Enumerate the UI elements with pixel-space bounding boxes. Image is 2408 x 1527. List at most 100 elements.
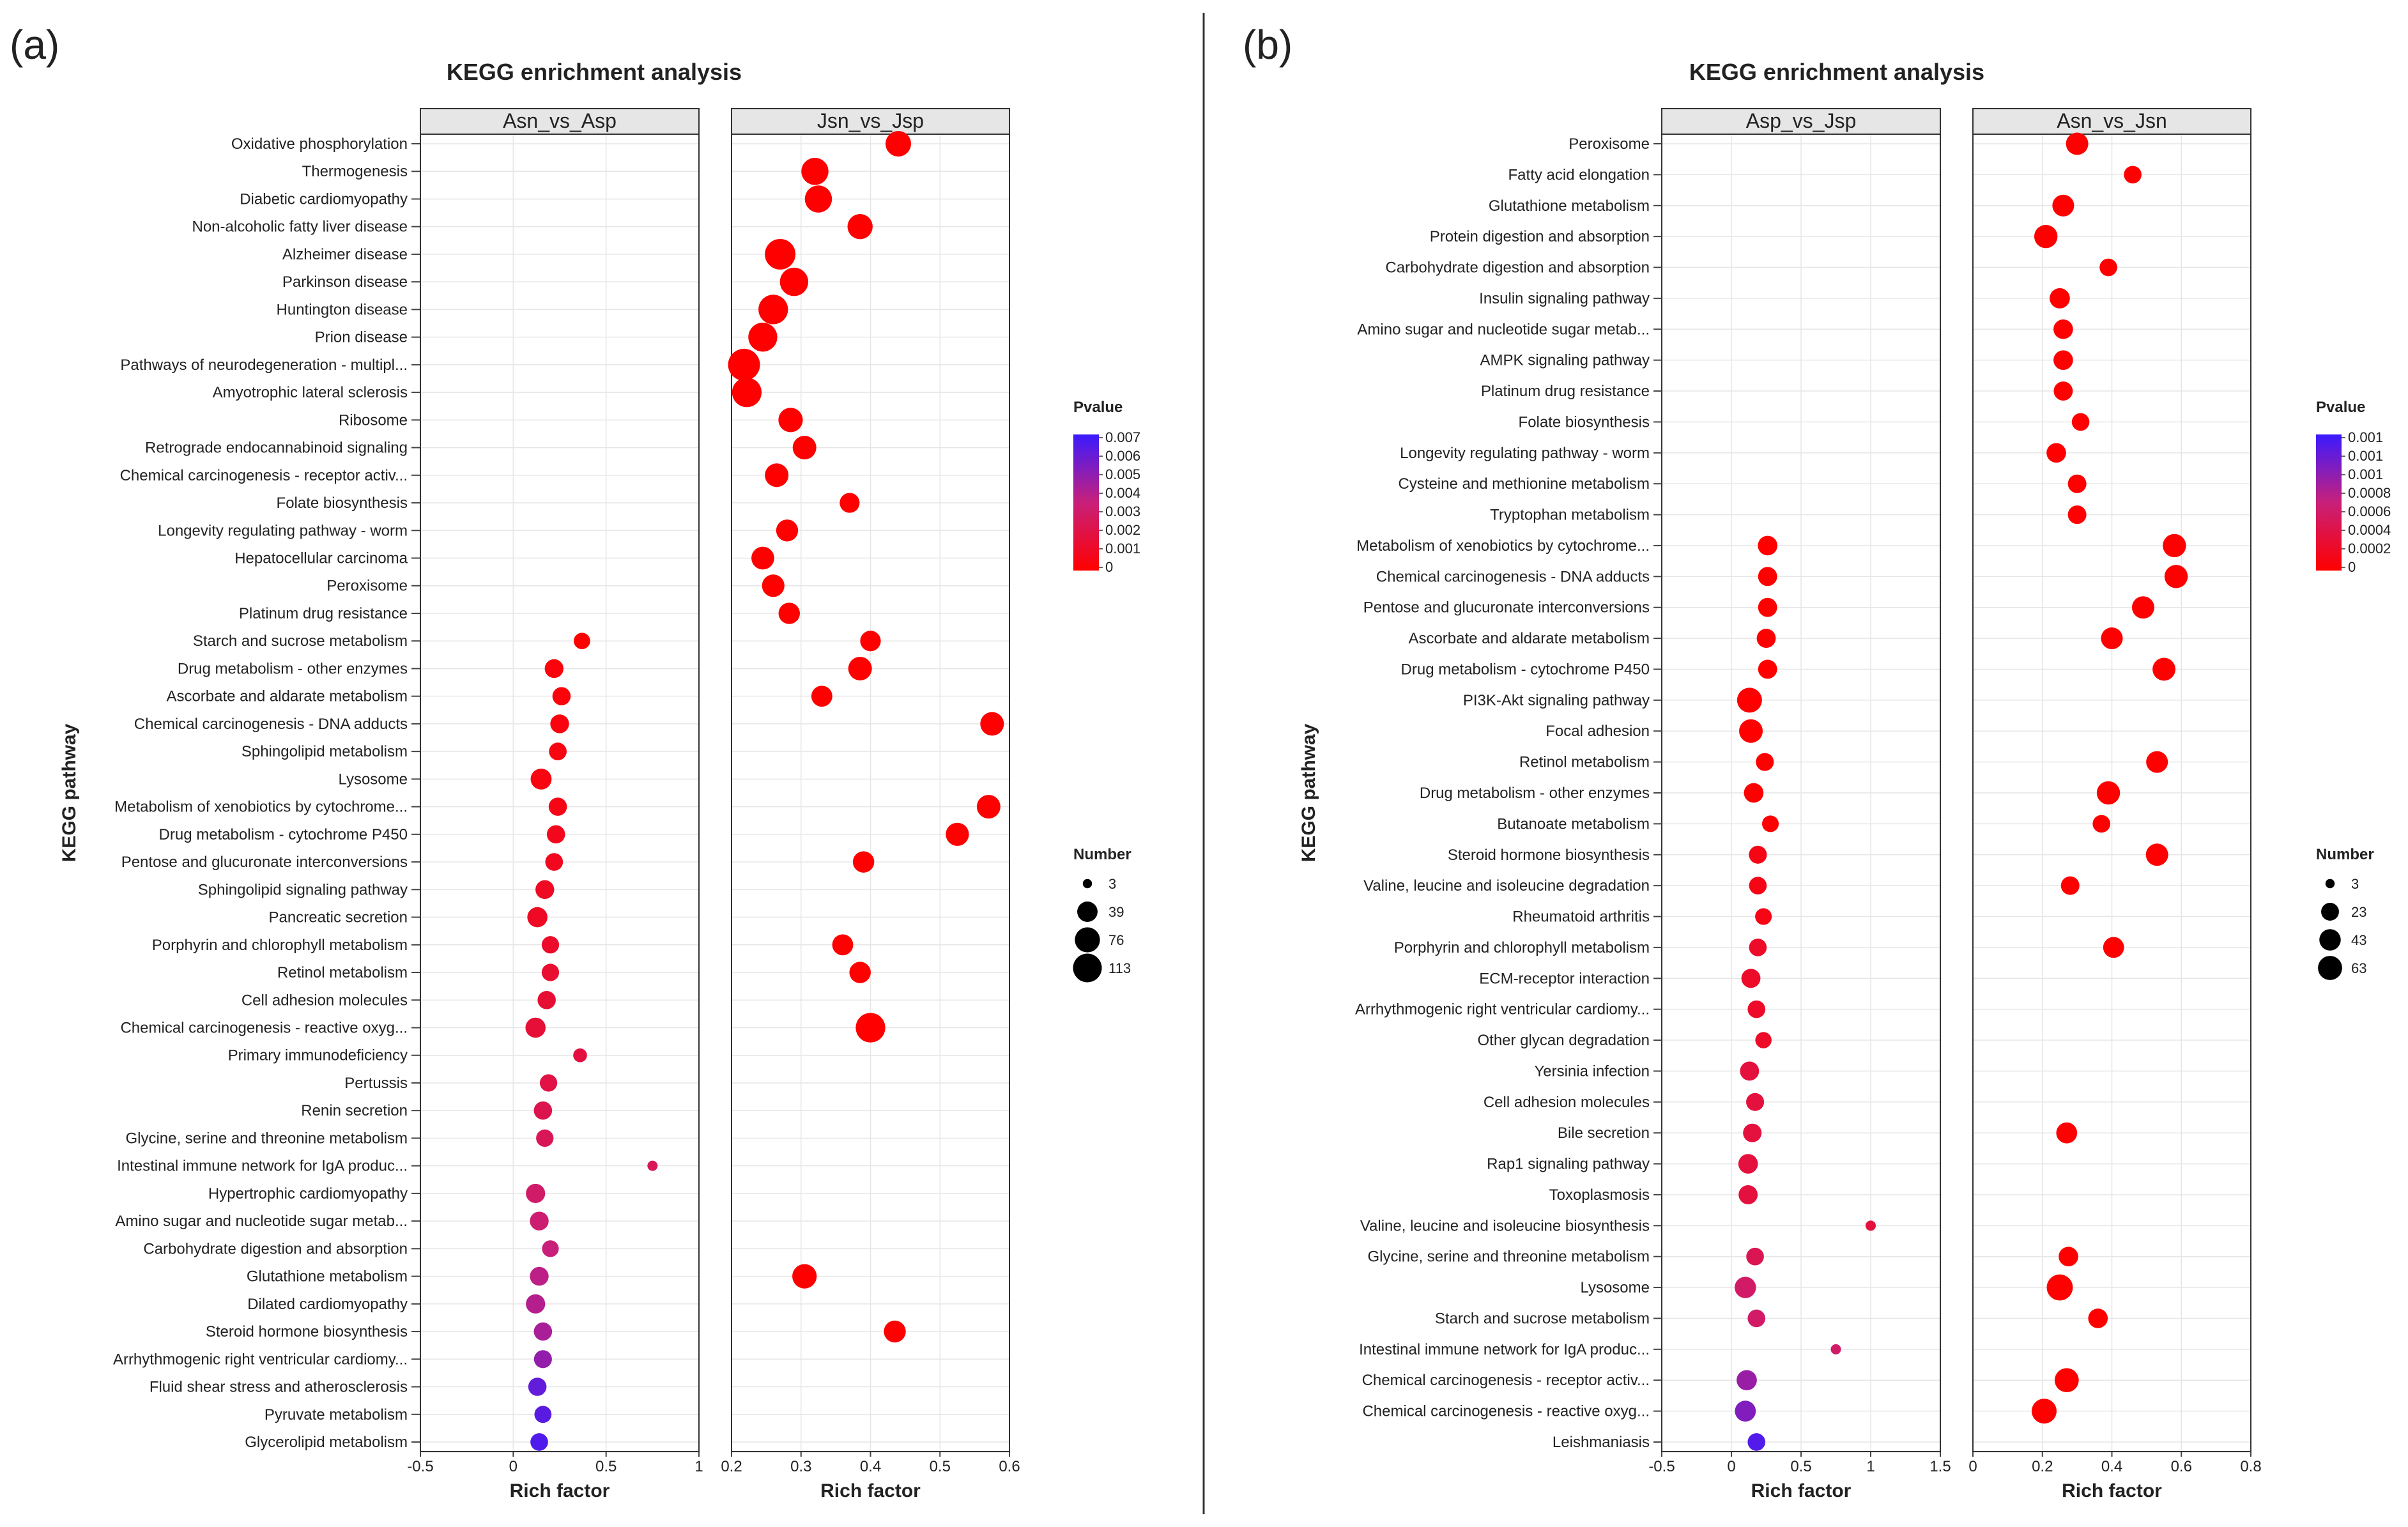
data-point	[2092, 815, 2111, 833]
pathway-label: Porphyrin and chlorophyll metabolism	[1394, 939, 1650, 956]
x-tick-label: 1	[1866, 1458, 1875, 1475]
pathway-label: Metabolism of xenobiotics by cytochrome.…	[114, 799, 408, 816]
data-point	[574, 633, 590, 650]
pathway-label: Valine, leucine and isoleucine biosynthe…	[1360, 1217, 1650, 1234]
data-point	[2052, 194, 2074, 217]
data-point	[1866, 1220, 1876, 1231]
data-point	[885, 130, 912, 157]
pathway-label: Carbohydrate digestion and absorption	[143, 1240, 408, 1257]
data-point	[1830, 1344, 1841, 1354]
data-point	[537, 990, 556, 1009]
data-point	[1758, 597, 1777, 617]
data-point	[776, 519, 799, 542]
pathway-label: Non-alcoholic fatty liver disease	[192, 219, 408, 236]
data-point	[946, 822, 969, 846]
data-point	[748, 322, 778, 352]
data-point	[2050, 288, 2070, 309]
facet-label: Jsn_vs_Jsp	[817, 109, 924, 132]
data-point	[526, 1183, 546, 1203]
data-point	[533, 1350, 552, 1369]
colorbar-tick-label: 0	[2348, 559, 2356, 575]
pathway-label: Arrhythmogenic right ventricular cardiom…	[113, 1351, 408, 1368]
data-point	[2146, 751, 2168, 773]
x-tick-label: 0.5	[1790, 1458, 1811, 1475]
x-tick-label: 1	[694, 1458, 703, 1475]
data-point	[751, 546, 774, 570]
x-tick-label: 0	[509, 1458, 518, 1475]
data-point	[2066, 132, 2089, 155]
pathway-label: Sphingolipid metabolism	[242, 743, 408, 760]
facet-strip	[1661, 108, 1941, 135]
data-point	[1747, 1000, 1766, 1018]
colorbar-tick-label: 0.0002	[2348, 541, 2391, 556]
data-point	[527, 907, 548, 928]
data-point	[811, 686, 832, 707]
data-point	[541, 963, 560, 981]
data-point	[2145, 843, 2168, 866]
facet-label: Asn_vs_Asp	[503, 109, 617, 132]
x-tick-label: 0.3	[790, 1458, 811, 1475]
size-legend-dot	[1075, 927, 1100, 953]
pathway-label: Chemical carcinogenesis - reactive oxyg.…	[1362, 1403, 1650, 1420]
x-axis-title: Rich factor	[510, 1480, 610, 1501]
x-axis-title: Rich factor	[1751, 1480, 1852, 1501]
pvalue-legend-title: Pvalue	[1073, 399, 1123, 416]
pathway-label: Glycine, serine and threonine metabolism	[1367, 1248, 1650, 1266]
data-point	[976, 795, 1001, 819]
colorbar-tick-label: 0.0008	[2348, 485, 2391, 501]
colorbar-tick-label: 0.003	[1105, 503, 1140, 519]
data-point	[1746, 1247, 1764, 1266]
colorbar-tick-label: 0.005	[1105, 466, 1140, 482]
data-point	[542, 1240, 559, 1257]
data-point	[762, 574, 785, 597]
data-point	[1744, 783, 1764, 803]
x-tick-label: 0	[1968, 1458, 1977, 1475]
data-point	[848, 656, 872, 680]
pathway-label: Amyotrophic lateral sclerosis	[213, 384, 408, 401]
pathway-label: Carbohydrate digestion and absorption	[1385, 259, 1650, 277]
pathway-label: Hepatocellular carcinoma	[234, 550, 408, 567]
pathway-label: Bile secretion	[1558, 1124, 1650, 1142]
pvalue-colorbar	[1073, 434, 1099, 571]
pathway-label: Butanoate metabolism	[1497, 815, 1650, 833]
data-point	[2034, 224, 2058, 249]
pathway-label: Protein digestion and absorption	[1430, 228, 1650, 245]
data-point	[832, 934, 854, 956]
pathway-label: Glycerolipid metabolism	[245, 1434, 408, 1451]
pathway-label: Steroid hormone biosynthesis	[206, 1323, 408, 1340]
x-tick-label: -0.5	[407, 1458, 433, 1475]
data-point	[2053, 319, 2073, 339]
data-point	[546, 825, 565, 844]
number-legend-title: Number	[1073, 846, 1131, 863]
data-point	[2053, 350, 2073, 370]
data-point	[1749, 939, 1767, 956]
facet-label: Asp_vs_Jsp	[1746, 109, 1857, 132]
pathway-label: Leishmaniasis	[1553, 1434, 1650, 1451]
pathway-label: Glutathione metabolism	[1489, 197, 1650, 215]
pathway-label: Parkinson disease	[282, 273, 408, 291]
facet-frame	[1972, 134, 2251, 1452]
colorbar-tick-label: 0.001	[1105, 541, 1140, 556]
data-point	[2046, 443, 2066, 463]
size-legend-label: 39	[1108, 904, 1124, 920]
pathway-label: Hypertrophic cardiomyopathy	[208, 1185, 408, 1202]
data-point	[545, 853, 564, 871]
pathway-label: Peroxisome	[326, 578, 408, 595]
colorbar-tick-label: 0.0006	[2348, 503, 2391, 519]
colorbar-tick-label: 0.001	[2348, 448, 2383, 464]
data-point	[530, 1266, 549, 1286]
data-point	[1749, 877, 1767, 894]
data-point	[530, 1433, 548, 1451]
pathway-label: Pyruvate metabolism	[265, 1406, 408, 1423]
size-legend-dot	[2319, 929, 2341, 951]
x-tick-label: 0.4	[860, 1458, 881, 1475]
pvalue-colorbar	[2316, 434, 2342, 571]
x-tick-label: 0.2	[721, 1458, 742, 1475]
pathway-label: Lysosome	[339, 771, 408, 788]
pathway-label: Tryptophan metabolism	[1490, 507, 1650, 524]
pathway-label: Drug metabolism - other enzymes	[1420, 785, 1650, 802]
data-point	[778, 408, 803, 433]
data-point	[2060, 876, 2080, 895]
pathway-label: Pentose and glucuronate interconversions	[121, 854, 408, 871]
data-point	[765, 238, 796, 270]
